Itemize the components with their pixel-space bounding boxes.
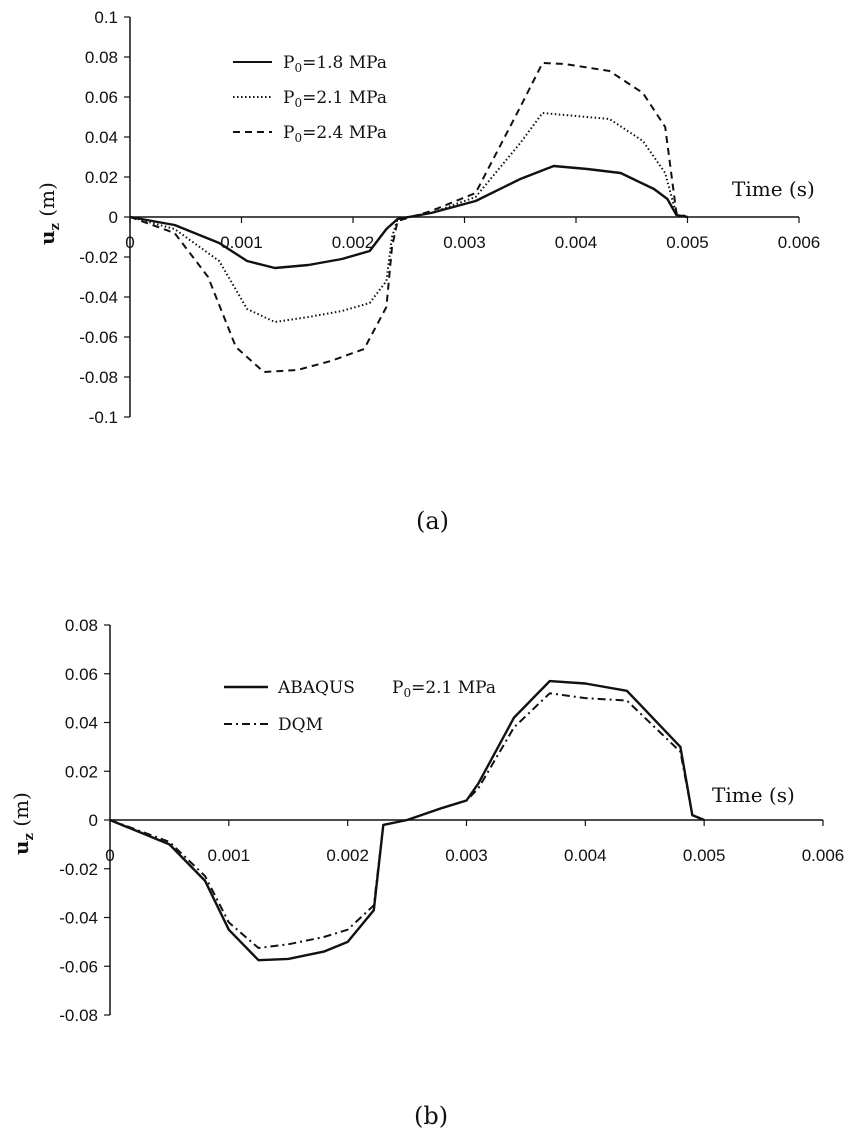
b-x-tick-label: 0.002: [326, 846, 369, 865]
b-y-tick-label: -0.04: [59, 909, 98, 928]
a-y-tick-label: 0.04: [85, 128, 118, 147]
chart-a-legend-label-2: P0=2.1 MPa: [283, 88, 387, 110]
chart-b-legend-label-dqm: DQM: [278, 715, 323, 735]
a-y-tick-label: -0.06: [79, 328, 118, 347]
chart-b-y-tick-labels: 0.08 0.06 0.04 0.02 0 -0.02 -0.04 -0.06 -0.08: [59, 616, 98, 1025]
b-y-tick-label: 0.06: [65, 665, 98, 684]
a-y-tick-label: 0.1: [94, 8, 118, 27]
chart-b-x-axis-label: Time (s): [712, 783, 795, 807]
b-y-tick-label: -0.06: [59, 957, 98, 976]
a-x-tick-label: 0: [125, 233, 134, 252]
chart-b-x-tick-labels: 0 0.001 0.002 0.003 0.004 0.005 0.006: [105, 846, 844, 865]
b-y-tick-label: 0: [89, 811, 98, 830]
b-x-tick-label: 0.005: [683, 846, 726, 865]
b-x-tick-label: 0.004: [564, 846, 607, 865]
a-y-tick-label: -0.04: [79, 288, 118, 307]
chart-a-axes: [124, 17, 799, 417]
chart-b: 0.080.060.040.020-0.02-0.04-0.06-0.08 00…: [9, 616, 844, 1130]
b-x-tick-label: 0: [105, 846, 114, 865]
chart-a-x-axis-label: Time (s): [732, 177, 815, 201]
chart-a-caption: (a): [416, 507, 449, 535]
a-y-tick-label: 0.02: [85, 168, 118, 187]
a-x-tick-label: 0.004: [555, 233, 598, 252]
a-y-tick-label: -0.08: [79, 368, 118, 387]
b-x-tick-label: 0.001: [208, 846, 251, 865]
b-y-tick-label: -0.02: [59, 860, 98, 879]
chart-a-y-tick-labels: 0.1 0.08 0.06 0.04 0.02 0 -0.02 -0.04 -0.06 -0.08…: [79, 8, 118, 427]
chart-a-legend: P0=1.8 MPa P0=2.1 MPa P0=2.4 MPa: [233, 53, 387, 145]
chart-b-caption: (b): [414, 1102, 448, 1130]
chart-a-legend-label-1: P0=1.8 MPa: [283, 53, 387, 75]
a-y-tick-label: -0.1: [89, 408, 118, 427]
a-x-tick-label: 0.002: [332, 233, 375, 252]
a-y-tick-label: -0.02: [79, 248, 118, 267]
b-x-tick-label: 0.003: [445, 846, 488, 865]
chart-b-pressure-annotation: P0=2.1 MPa: [392, 678, 496, 700]
a-x-tick-label: 0.006: [778, 233, 821, 252]
chart-a-y-axis-label: uz (m): [35, 182, 63, 245]
a-y-tick-label: 0.08: [85, 48, 118, 67]
a-x-tick-label: 0.005: [666, 233, 709, 252]
a-y-tick-label: 0.06: [85, 88, 118, 107]
b-y-tick-label: -0.08: [59, 1006, 98, 1025]
chart-a-legend-label-3: P0=2.4 MPa: [283, 123, 387, 145]
chart-b-y-axis-label: uz (m): [9, 792, 37, 855]
chart-b-legend-label-abaqus: ABAQUS: [277, 678, 355, 698]
b-y-tick-label: 0.04: [65, 714, 98, 733]
chart-a: 0.1 0.08 0.06 0.04 0.02 0 -0.02 -0.04 -0.06 -0.08…: [35, 8, 820, 535]
b-x-tick-label: 0.006: [802, 846, 845, 865]
chart-b-legend: ABAQUS DQM P0=2.1 MPa: [224, 678, 496, 735]
a-x-tick-label: 0.003: [443, 233, 486, 252]
b-y-tick-label: 0.02: [65, 762, 98, 781]
a-y-tick-label: 0: [109, 208, 118, 227]
b-y-tick-label: 0.08: [65, 616, 98, 635]
